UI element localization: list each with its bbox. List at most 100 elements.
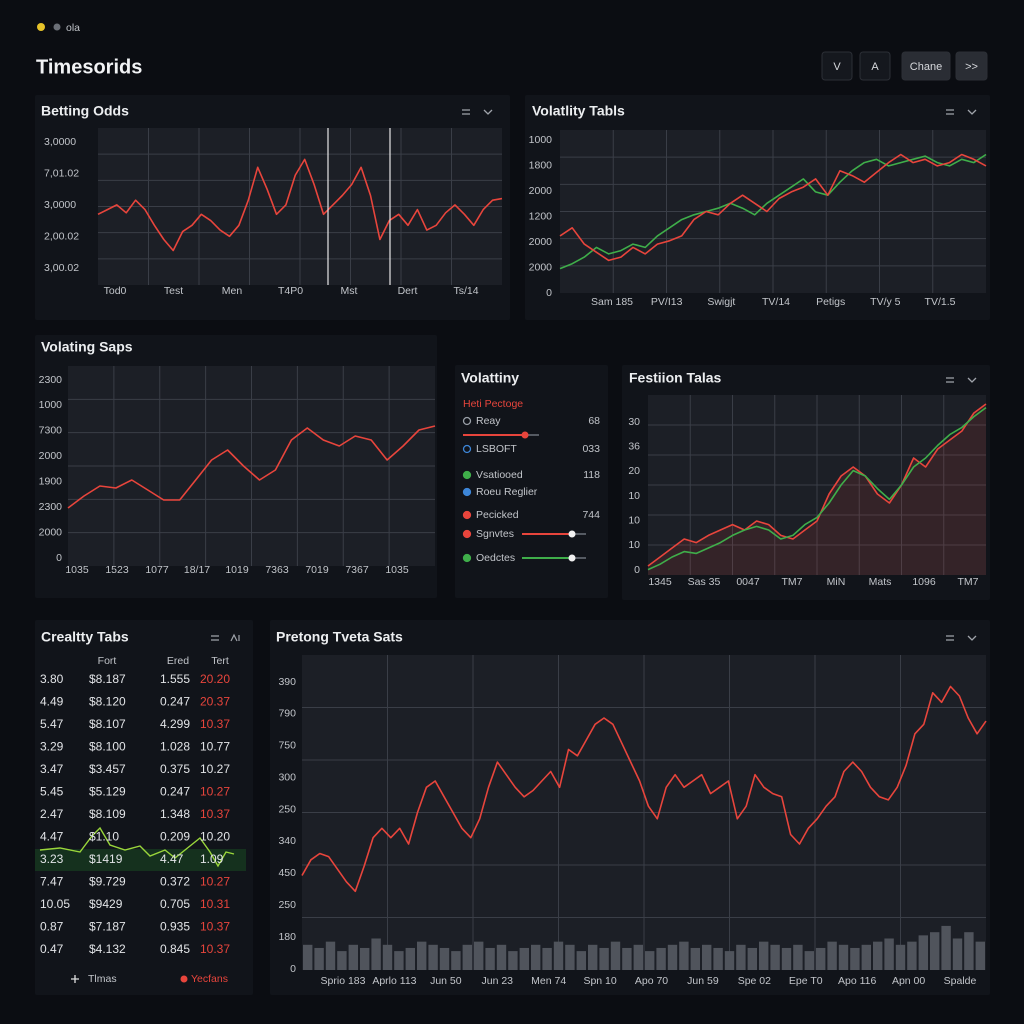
menu-icon[interactable] [946, 635, 954, 641]
volume-bar [850, 947, 860, 970]
x-tick-label: Spalde [944, 975, 977, 987]
panel [455, 365, 608, 598]
volume-bar [964, 932, 974, 970]
y-tick-label: 20 [628, 465, 640, 477]
volume-bar [918, 935, 928, 970]
x-tick-label: TM7 [782, 576, 803, 588]
y-tick-label: 340 [278, 835, 296, 847]
volume-bar [439, 947, 450, 970]
table-cell: 3.80 [40, 672, 64, 686]
legend-value: 68 [588, 415, 600, 427]
collapse-icon[interactable] [967, 377, 977, 383]
sort-icon[interactable] [230, 633, 240, 642]
y-tick-label: 2000 [529, 261, 553, 273]
y-tick-label: 2300 [39, 374, 63, 386]
volume-bar [645, 951, 655, 970]
table-cell: 10.37 [200, 942, 230, 956]
slider-handle[interactable] [521, 431, 529, 439]
x-tick-label: Mst [341, 285, 358, 297]
panel-title: Betting Odds [41, 103, 129, 119]
table-footer[interactable]: Yecfans [191, 973, 228, 985]
volume-bar [337, 951, 347, 970]
footer-dot [180, 975, 188, 983]
table-cell: 3.23 [40, 852, 64, 866]
header-button[interactable] [901, 51, 951, 81]
volume-bar [474, 941, 484, 970]
table-cell: $4.132 [89, 942, 126, 956]
table-cell: 1.09 [200, 852, 224, 866]
slider-handle[interactable] [568, 554, 576, 562]
y-tick-label: 30 [628, 416, 640, 428]
legend-heading: Heti Pectoge [463, 398, 523, 410]
table-header: Fort [98, 655, 117, 667]
y-tick-label: 3,0000 [44, 136, 76, 148]
legend-marker [462, 416, 472, 426]
y-tick-label: 1200 [529, 210, 553, 222]
slider-handle[interactable] [568, 530, 576, 538]
legend-label: Vsatiooed [476, 469, 523, 481]
volume-bar [496, 944, 507, 970]
legend-label: LSBOFT [476, 443, 517, 455]
header-button[interactable] [955, 51, 988, 81]
x-tick-label: TV/14 [762, 296, 790, 308]
table-cell: 4.299 [160, 717, 190, 731]
menu-icon[interactable] [946, 109, 954, 115]
legend-value: 118 [583, 469, 600, 481]
volume-bar [907, 941, 917, 970]
volume-bar [827, 941, 837, 970]
panel-title: Crealtty Tabs [41, 629, 129, 645]
volume-bar [451, 951, 461, 970]
table-cell: 4.47 [40, 830, 64, 844]
menu-icon[interactable] [462, 109, 470, 115]
legend-label: Oedctes [476, 552, 515, 564]
table-cell: 4.49 [40, 695, 64, 709]
y-tick-label: 0 [56, 552, 62, 564]
volume-bar [428, 944, 438, 970]
series-line [647, 406, 987, 571]
y-tick-label: 250 [278, 803, 296, 815]
collapse-icon[interactable] [967, 109, 977, 115]
y-tick-label: 450 [278, 867, 296, 879]
collapse-icon[interactable] [483, 109, 493, 115]
series-line [559, 153, 987, 262]
legend-label: Roeu Reglier [476, 486, 538, 498]
header-button-label: V [833, 61, 841, 73]
volume-bar [576, 951, 586, 970]
table-cell: 10.37 [200, 717, 230, 731]
x-tick-label: Ts/14 [453, 285, 478, 297]
panel-title: Volating Saps [41, 339, 133, 355]
volume-bar [553, 941, 564, 970]
volume-bar [371, 938, 381, 970]
x-tick-label: Apn 00 [892, 975, 925, 987]
header-button[interactable] [821, 51, 853, 81]
panel [35, 620, 253, 995]
header-button-label: >> [965, 61, 978, 73]
table-cell: 0.935 [160, 920, 190, 934]
x-tick-label: Tod0 [104, 285, 127, 297]
x-tick-label: Men [222, 285, 243, 297]
x-tick-label: Sam 185 [591, 296, 633, 308]
y-tick-label: 750 [278, 740, 296, 752]
table-footer[interactable]: Tlmas [88, 973, 117, 985]
table-cell: $8.187 [89, 672, 126, 686]
sparkline [39, 826, 235, 868]
y-tick-label: 250 [278, 899, 296, 911]
collapse-icon[interactable] [967, 635, 977, 641]
add-icon[interactable] [71, 975, 79, 983]
y-tick-label: 7,01.02 [44, 167, 79, 179]
volume-bar [360, 947, 370, 970]
legend-marker [462, 553, 472, 563]
y-tick-label: 1900 [39, 475, 63, 487]
x-tick-label: TV/y 5 [870, 296, 901, 308]
volume-bar [382, 944, 393, 970]
volume-bar [975, 941, 985, 970]
header-button[interactable] [859, 51, 891, 81]
table-cell: 7.47 [40, 875, 64, 889]
volume-bar [667, 944, 678, 970]
menu-icon[interactable] [211, 635, 219, 641]
x-tick-label: Jun 59 [687, 975, 719, 987]
legend-value: 033 [582, 443, 600, 455]
menu-icon[interactable] [946, 377, 954, 383]
table-cell: $8.107 [89, 717, 126, 731]
